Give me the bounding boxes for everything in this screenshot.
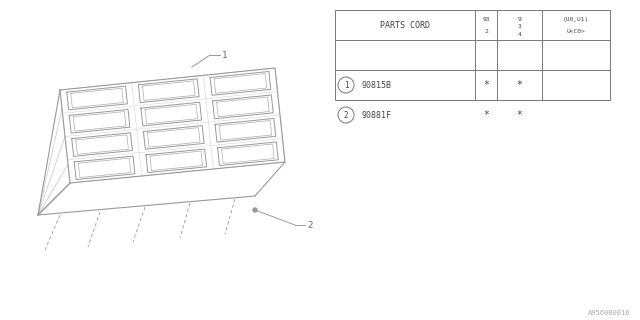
Text: 1: 1: [344, 81, 348, 90]
Text: 2: 2: [307, 220, 312, 229]
Text: 3: 3: [518, 24, 522, 29]
Text: *: *: [516, 80, 522, 90]
Text: 90815B: 90815B: [361, 81, 391, 90]
Text: 1: 1: [222, 51, 227, 60]
Text: 4: 4: [518, 31, 522, 36]
Text: 93: 93: [483, 17, 490, 22]
Text: 2: 2: [344, 110, 348, 119]
Text: 9: 9: [518, 17, 522, 22]
Text: 2: 2: [484, 29, 488, 34]
Circle shape: [253, 208, 257, 212]
Text: (U0,U1): (U0,U1): [563, 17, 589, 21]
Text: U<C0>: U<C0>: [566, 29, 586, 34]
Text: *: *: [483, 110, 489, 120]
Text: *: *: [483, 80, 489, 90]
Text: PARTS CORD: PARTS CORD: [380, 20, 430, 29]
Text: A956000016: A956000016: [588, 310, 630, 316]
Text: 90881F: 90881F: [361, 110, 391, 119]
Text: *: *: [516, 110, 522, 120]
Bar: [335, 10, 610, 100]
